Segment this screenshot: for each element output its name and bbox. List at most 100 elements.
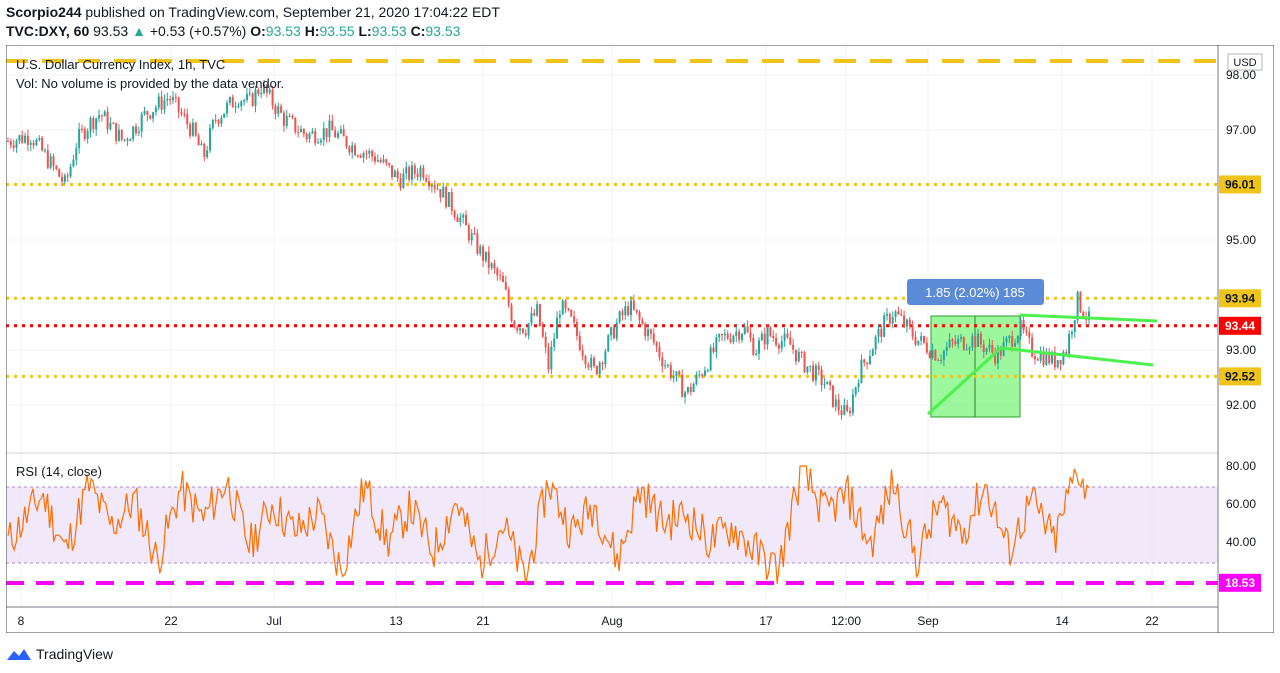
candle-body xyxy=(604,351,607,365)
candle-body xyxy=(718,334,721,338)
author-name[interactable]: Scorpio244 xyxy=(6,4,82,20)
candle-body xyxy=(957,338,960,345)
candle-body xyxy=(89,118,92,132)
candle-body xyxy=(297,132,300,134)
time-tick-label: 8 xyxy=(18,614,25,628)
candle-body xyxy=(894,311,897,318)
candle-body xyxy=(183,113,186,115)
candle-body xyxy=(1008,336,1011,339)
chart-canvas[interactable]: 1.85 (2.02%) 185 U.S. Dollar Currency In… xyxy=(5,44,1275,634)
candle-body xyxy=(598,362,601,375)
candle-body xyxy=(752,337,755,355)
candle-body xyxy=(1059,360,1062,365)
candle-body xyxy=(578,336,581,351)
candle-body xyxy=(1062,352,1065,365)
candle-body xyxy=(703,370,706,376)
candle-body xyxy=(553,338,556,347)
candle-body xyxy=(396,171,399,179)
candle-body xyxy=(41,138,44,151)
candle-body xyxy=(641,319,644,324)
candle-body xyxy=(775,337,778,345)
candle-body xyxy=(334,130,337,138)
candle-body xyxy=(738,331,741,340)
level-badges: 96.01 93.94 93.44 92.52 18.53 xyxy=(1219,175,1261,592)
candle-body xyxy=(166,99,169,101)
price-axis[interactable]: 98.00 97.00 95.00 93.00 92.00 xyxy=(1226,68,1256,412)
currency-badge[interactable] xyxy=(1227,53,1263,71)
candle-body xyxy=(285,116,288,126)
candle-body xyxy=(322,128,325,141)
candle-body xyxy=(911,325,914,337)
candle-body xyxy=(1065,352,1068,354)
candle-body xyxy=(866,362,869,365)
candle-body xyxy=(709,347,712,371)
close-label: C: xyxy=(410,23,426,39)
rsi-level-badge xyxy=(1219,573,1261,592)
candle-body xyxy=(305,133,308,139)
candle-body xyxy=(769,327,772,336)
candle-body xyxy=(325,128,328,138)
candle-body xyxy=(482,246,485,261)
candle-body xyxy=(851,394,854,414)
chart-frame[interactable]: 1.85 (2.02%) 185 U.S. Dollar Currency In… xyxy=(5,44,1275,634)
candle-body xyxy=(1042,352,1045,365)
candle-body xyxy=(439,189,442,198)
candle-body xyxy=(447,192,450,207)
candle-body xyxy=(516,327,519,331)
candle-body xyxy=(857,383,860,388)
brand-name[interactable]: TradingView xyxy=(36,646,114,662)
candle-body xyxy=(891,317,894,324)
time-tick-label: 21 xyxy=(476,614,490,628)
candle-body xyxy=(925,342,928,353)
candle-body xyxy=(98,115,101,119)
rsi-axis[interactable]: 80.00 60.00 40.00 xyxy=(1226,459,1256,549)
candle-body xyxy=(490,263,493,268)
candle-body xyxy=(971,336,974,348)
last-price: 93.53 xyxy=(93,23,129,39)
symbol-label: TVC:DXY, 60 xyxy=(6,23,90,39)
candle-body xyxy=(248,93,251,95)
candle-body xyxy=(996,348,999,364)
candle-body xyxy=(29,142,32,145)
time-tick-label: Aug xyxy=(601,614,622,628)
candle-body xyxy=(1036,359,1039,361)
candle-body xyxy=(760,333,763,341)
candle-body xyxy=(740,333,743,340)
candle-body xyxy=(75,148,78,160)
open-value: 93.53 xyxy=(265,23,301,39)
candle-body xyxy=(63,175,66,182)
candle-body xyxy=(470,232,473,241)
candle-body xyxy=(570,310,573,317)
flag-lower-trendline[interactable] xyxy=(926,346,1154,416)
candle-body xyxy=(746,326,749,333)
candle-body xyxy=(982,344,985,352)
candle-body xyxy=(1028,332,1031,338)
candle-body xyxy=(314,131,317,144)
candle-body xyxy=(385,159,388,164)
level-badge-label: 93.44 xyxy=(1225,319,1255,333)
candle-body xyxy=(1033,356,1036,360)
candle-body xyxy=(140,114,143,132)
candle-body xyxy=(408,167,411,180)
candle-body xyxy=(499,275,502,277)
candle-body xyxy=(536,304,539,316)
candle-body xyxy=(243,100,246,102)
flag-upper-trendline[interactable] xyxy=(1019,313,1158,323)
candle-body xyxy=(69,166,72,177)
candle-body xyxy=(476,233,479,254)
candle-body xyxy=(43,150,46,152)
rsi-line xyxy=(7,465,1090,584)
candle-body xyxy=(675,371,678,377)
candle-body xyxy=(652,333,655,343)
candle-body xyxy=(1079,291,1082,312)
time-axis[interactable]: 8 22 Jul 13 21 Aug 17 12:00 Sep 14 22 xyxy=(18,614,1159,628)
rsi-legend: RSI (14, close) xyxy=(16,464,102,479)
candle-body xyxy=(109,122,112,130)
high-value: 93.55 xyxy=(319,23,355,39)
candle-body xyxy=(823,384,826,386)
candle-body xyxy=(382,159,385,163)
candle-body xyxy=(766,327,769,345)
candle-body xyxy=(527,323,530,336)
candle-body xyxy=(163,100,166,110)
candle-body xyxy=(587,364,590,368)
